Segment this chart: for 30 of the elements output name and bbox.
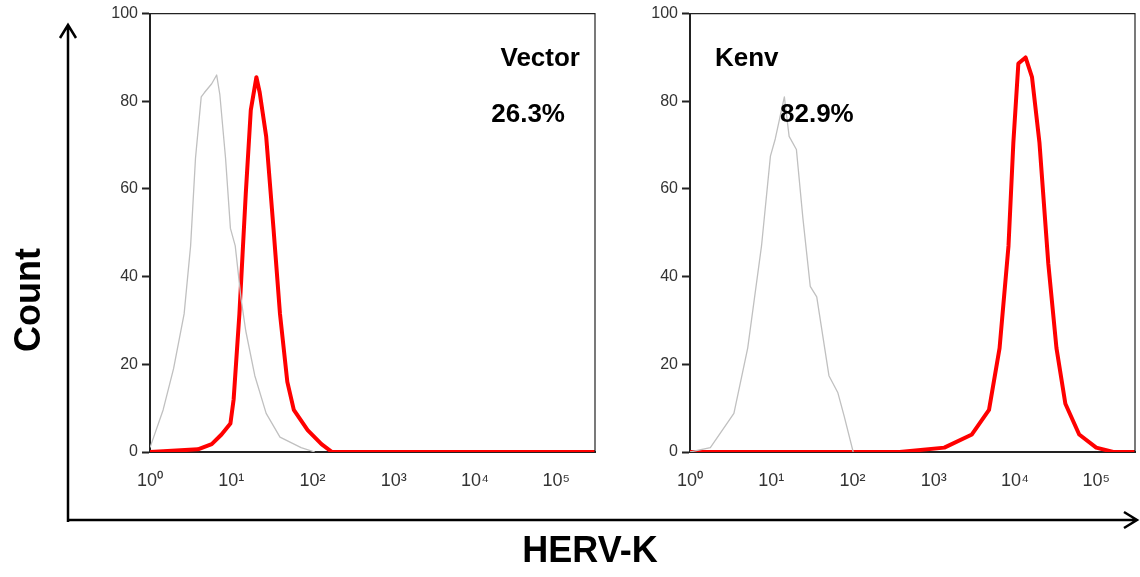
x-tick-label: 10⁵ [542, 469, 570, 490]
y-tick-label: 60 [120, 179, 139, 197]
y-tick-label: 100 [651, 4, 679, 22]
y-tick-label: 80 [120, 91, 139, 109]
x-tick-label: 10⁴ [1001, 469, 1029, 490]
y-tick-label: 20 [660, 354, 679, 372]
y-tick-label: 100 [111, 4, 139, 22]
y-tick-label: 20 [120, 354, 139, 372]
annotation: 26.3% [491, 97, 565, 128]
y-tick-label: 60 [660, 179, 679, 197]
x-axis-title: HERV-K [522, 529, 658, 571]
y-tick-label: 40 [660, 267, 679, 285]
x-tick-label: 10⁴ [461, 469, 489, 490]
y-tick-label: 0 [669, 442, 679, 460]
x-tick-label: 10² [299, 469, 326, 490]
text: Vector [500, 41, 580, 72]
x-tick-label: 10¹ [758, 469, 785, 490]
x-tick-label: 10³ [920, 469, 947, 490]
x-tick-label: 10² [839, 469, 866, 490]
y-axis-title: Count [7, 248, 49, 352]
y-tick-label: 80 [660, 91, 679, 109]
x-tick-label: 10³ [380, 469, 407, 490]
x-tick-label: 10⁵ [1082, 469, 1110, 490]
y-tick-label: 0 [129, 442, 139, 460]
x-tick-label: 10⁰ [136, 469, 164, 490]
y-tick-label: 40 [120, 267, 139, 285]
text: Kenv [715, 41, 780, 72]
x-tick-label: 10⁰ [676, 469, 704, 490]
x-tick-label: 10¹ [218, 469, 245, 490]
annotation: 82.9% [780, 97, 854, 128]
